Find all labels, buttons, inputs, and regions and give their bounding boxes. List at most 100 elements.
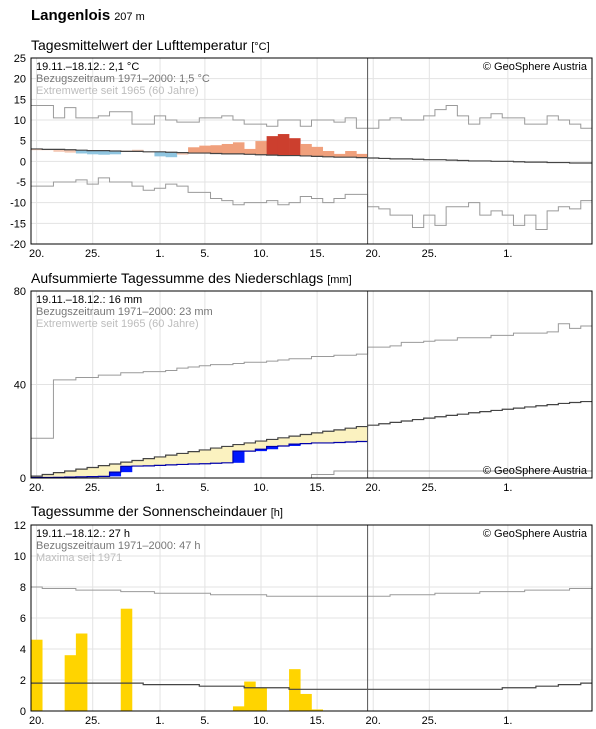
temperature-bar <box>311 146 324 157</box>
temperature-y-tick-label: -10 <box>10 198 26 210</box>
sunshine-bar <box>31 639 43 711</box>
sunshine-x-tick-label: 25. <box>422 715 437 727</box>
temperature-reference-line <box>31 148 592 164</box>
precipitation-x-tick-label: 1. <box>155 482 164 494</box>
precipitation-diff-bar <box>131 460 144 467</box>
temperature-bar <box>64 149 77 153</box>
sunshine-x-tick-label: 25. <box>85 715 100 727</box>
sunshine-y-tick-label: 8 <box>20 582 26 594</box>
temperature-bar <box>165 152 178 158</box>
temperature-x-tick-label: 5. <box>200 248 209 260</box>
precipitation-diff-bar <box>289 436 301 445</box>
precipitation-diff-bar <box>356 426 368 442</box>
temperature-frame <box>30 57 593 245</box>
temperature-bar <box>210 145 223 154</box>
precipitation-diff-bar <box>345 428 357 443</box>
precipitation-x-tick-label: 20. <box>29 482 44 494</box>
precipitation-diff-bar <box>232 444 245 452</box>
temperature-y-tick-label: 20 <box>14 74 26 86</box>
temperature-y-tick-label: 15 <box>14 94 26 106</box>
temperature-bar <box>266 136 279 156</box>
precipitation-daily-bar <box>120 466 133 473</box>
temperature-bar <box>154 151 166 157</box>
precipitation-diff-bar <box>255 441 267 450</box>
precipitation-daily-bar <box>232 451 245 463</box>
precipitation-diff-bar <box>311 432 324 443</box>
precipitation-daily-bar <box>255 449 267 452</box>
temperature-x-tick-label: 10. <box>253 248 268 260</box>
precipitation-diff-bar <box>333 429 346 443</box>
temperature-bar <box>300 143 312 156</box>
precipitation-diff-bar <box>266 439 279 447</box>
temperature-info-line: Bezugszeitraum 1971–2000: 1,5 °C <box>36 73 210 85</box>
precipitation-diff-bar <box>53 472 65 478</box>
temperature-bar <box>109 151 122 155</box>
precipitation-x-tick-label: 10. <box>253 482 268 494</box>
sunshine-bar <box>244 681 256 711</box>
sunshine-info-line: Bezugszeitraum 1971–2000: 47 h <box>36 540 201 552</box>
precipitation-diff-bar <box>300 434 312 444</box>
temperature-y-tick-label: -15 <box>10 218 26 230</box>
sunshine-x-tick-label: 20. <box>366 715 381 727</box>
temperature-panel-title: Tagesmittelwert der Lufttemperatur [°C] <box>31 37 270 53</box>
temperature-title-text: Tagesmittelwert der Lufttemperatur <box>31 37 248 53</box>
precipitation-diff-bar <box>120 462 133 467</box>
precipitation-diff-bar <box>277 437 290 446</box>
precipitation-y-tick-label: 0 <box>20 473 26 485</box>
temperature-bar <box>333 153 346 158</box>
precipitation-diff-bar <box>210 448 223 464</box>
precipitation-reference-line <box>31 400 592 477</box>
precipitation-current-line <box>31 440 368 479</box>
station-title: Langenlois 207 m <box>31 7 145 24</box>
precipitation-diff-bar <box>188 451 200 464</box>
precipitation-x-tick-label: 1. <box>503 482 512 494</box>
precipitation-y-tick-label: 80 <box>14 286 26 298</box>
sunshine-y-tick-label: 6 <box>20 613 26 625</box>
temperature-bar <box>277 134 290 156</box>
temperature-x-tick-label: 15. <box>309 248 324 260</box>
sunshine-panel-title: Tagessumme der Sonnenscheindauer [h] <box>31 503 283 519</box>
precipitation-diff-bar <box>244 442 256 452</box>
precipitation-x-tick-label: 25. <box>85 482 100 494</box>
precipitation-daily-bar <box>109 472 122 477</box>
temperature-copyright: © GeoSphere Austria <box>483 61 588 73</box>
sunshine-x-tick-label: 1. <box>503 715 512 727</box>
temperature-bar <box>289 138 301 156</box>
precipitation-plot <box>30 290 593 479</box>
temperature-x-tick-label: 20. <box>366 248 381 260</box>
sunshine-max-line <box>31 586 592 597</box>
precipitation-y-tick-label: 40 <box>14 380 26 392</box>
sunshine-copyright: © GeoSphere Austria <box>483 528 588 540</box>
sunshine-y-tick-label: 0 <box>20 706 26 718</box>
precipitation-unit: [mm] <box>327 274 352 286</box>
temperature-bar <box>87 150 99 155</box>
precipitation-diff-bar <box>109 463 122 473</box>
sunshine-info-line: 19.11.–18.12.: 27 h <box>36 528 130 540</box>
temperature-bar <box>98 150 110 155</box>
temperature-x-tick-label: 25. <box>422 248 437 260</box>
temperature-info-line: Extremwerte seit 1965 (60 Jahre) <box>36 85 199 97</box>
station-name: Langenlois <box>31 7 111 24</box>
sunshine-y-tick-label: 2 <box>20 675 26 687</box>
temperature-max-line <box>31 105 592 129</box>
sunshine-bar <box>289 669 301 711</box>
sunshine-unit: [h] <box>270 507 283 519</box>
temperature-bar <box>188 147 200 154</box>
sunshine-bar <box>232 706 245 711</box>
precipitation-diff-bar <box>98 465 110 477</box>
precipitation-diff-bar <box>221 446 234 463</box>
precipitation-diff-bar <box>64 470 77 478</box>
temperature-bar <box>322 151 335 157</box>
sunshine-y-tick-label: 10 <box>14 551 26 563</box>
temperature-y-tick-label: 5 <box>20 136 26 148</box>
precipitation-diff-bar <box>176 453 189 465</box>
precipitation-diff-bar <box>31 476 43 478</box>
sunshine-bar <box>311 709 324 711</box>
precipitation-copyright: © GeoSphere Austria <box>483 465 588 477</box>
temperature-y-tick-label: 0 <box>20 156 26 168</box>
temperature-bar <box>31 148 43 151</box>
precipitation-info-line: Extremwerte seit 1965 (60 Jahre) <box>36 318 199 330</box>
precipitation-x-tick-label: 25. <box>422 482 437 494</box>
temperature-plot <box>30 57 593 245</box>
precipitation-diff-bar <box>87 467 99 477</box>
